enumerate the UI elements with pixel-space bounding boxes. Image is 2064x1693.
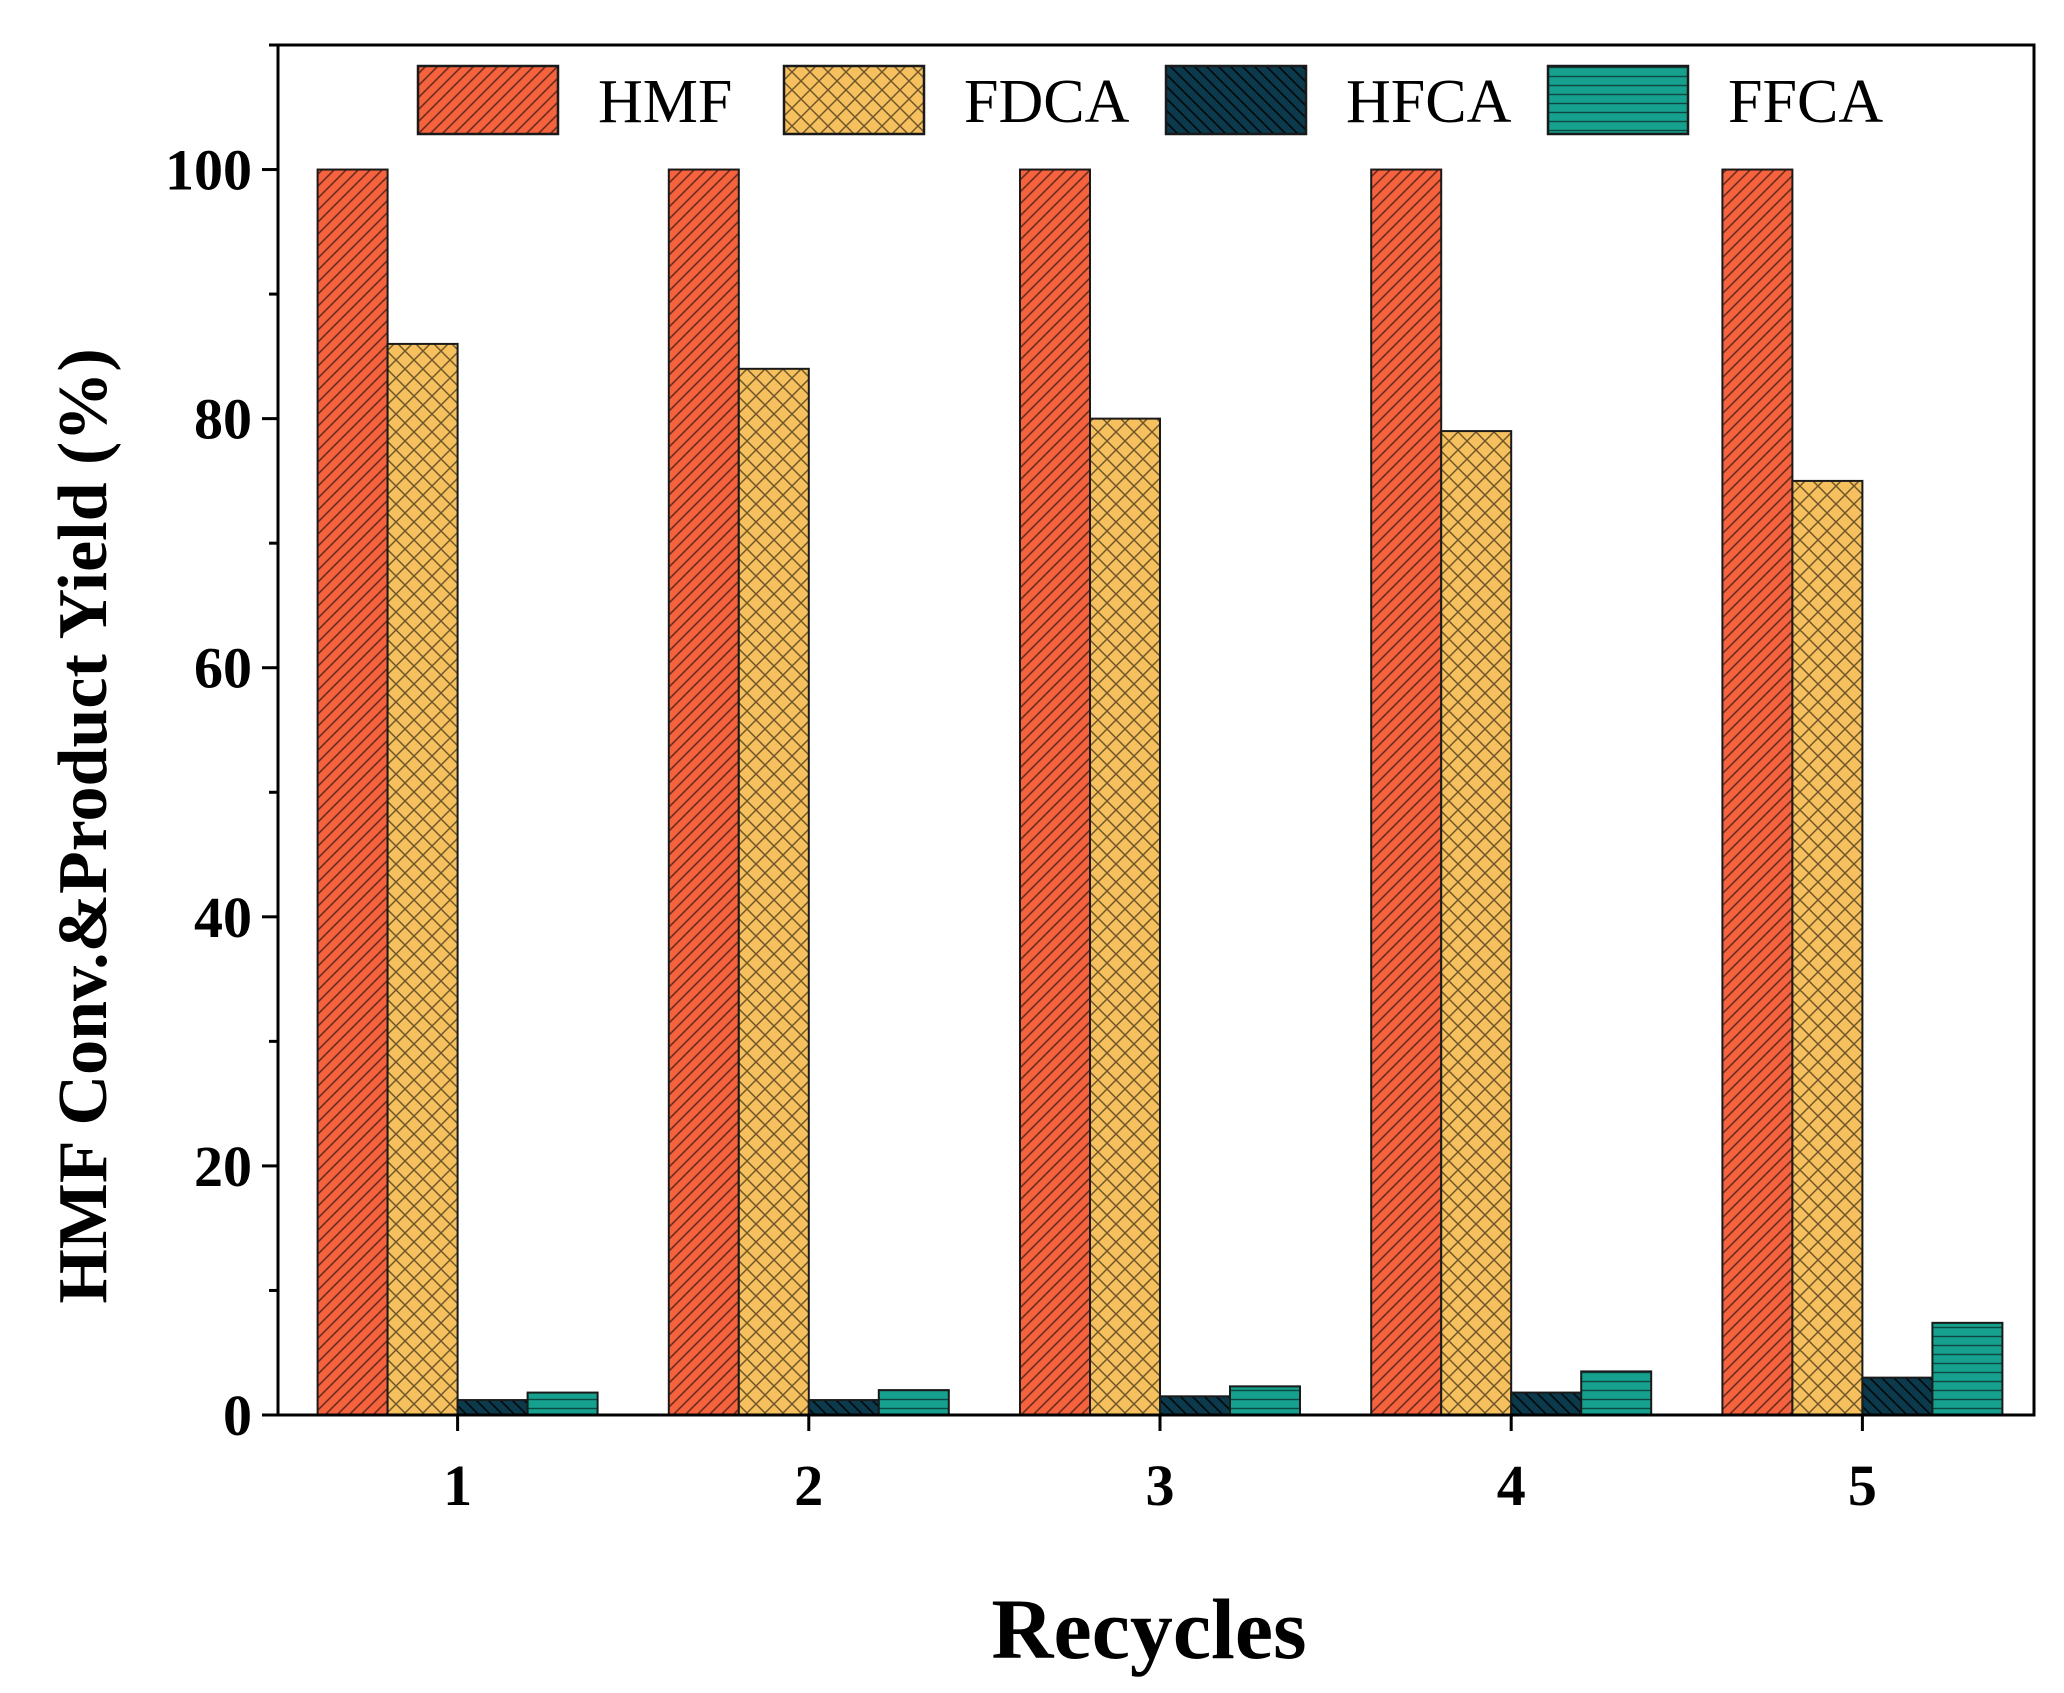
legend-label: HMF (598, 68, 732, 136)
x-tick-label: 5 (1848, 1453, 1877, 1518)
y-tick-label: 60 (194, 636, 252, 701)
bar-fdca-recycle-4 (1440, 430, 1513, 1417)
bar-hfca-recycle-2 (807, 1399, 880, 1417)
bar-hmf-recycle-2 (667, 168, 740, 1417)
legend-item-hmf: HMF (416, 64, 732, 136)
bar-hmf-recycle-3 (1019, 168, 1091, 1417)
y-tick-label: 40 (194, 885, 252, 950)
bar-fdca-recycle-3 (1089, 417, 1161, 1416)
bar-fdca-recycle-1 (386, 342, 459, 1417)
legend-item-hfca: HFCA (1164, 64, 1512, 136)
bar-ffca-recycle-5 (1931, 1321, 2004, 1416)
bar-fdca-recycle-2 (737, 367, 810, 1416)
y-tick-label: 80 (194, 387, 252, 452)
legend: HMF FDCA HFCA FFCA (416, 64, 1883, 136)
legend-swatch (1546, 64, 1690, 136)
legend-item-ffca: FFCA (1546, 64, 1883, 136)
bar-fdca-recycle-5 (1791, 479, 1864, 1416)
legend-label: FDCA (964, 68, 1130, 136)
legend-swatch (1164, 64, 1308, 136)
legend-label: HFCA (1346, 68, 1512, 136)
x-tick-label: 2 (794, 1453, 823, 1518)
legend-swatch (416, 64, 560, 136)
bar-ffca-recycle-2 (877, 1389, 950, 1417)
bar-hmf-recycle-5 (1721, 168, 1794, 1417)
bars-layer (316, 168, 2004, 1417)
bar-ffca-recycle-4 (1580, 1370, 1653, 1416)
legend-item-fdca: FDCA (782, 64, 1130, 136)
bar-hfca-recycle-5 (1861, 1376, 1934, 1416)
y-tick-label: 100 (165, 138, 252, 203)
axes-layer: 0 20 40 60 80 100 1 2 3 4 5 (165, 43, 2036, 1518)
x-axis-title: Recycles (991, 1581, 1306, 1677)
bar-ffca-recycle-1 (526, 1391, 599, 1416)
bar-hfca-recycle-1 (456, 1399, 529, 1417)
bar-ffca-recycle-3 (1229, 1385, 1301, 1416)
x-tick-label: 3 (1146, 1453, 1175, 1518)
bar-hmf-recycle-4 (1370, 168, 1443, 1417)
bar-hfca-recycle-3 (1159, 1395, 1231, 1417)
bar-hmf-recycle-1 (316, 168, 389, 1417)
y-tick-label: 20 (194, 1134, 252, 1199)
legend-label: FFCA (1728, 68, 1883, 136)
bar-hfca-recycle-4 (1510, 1391, 1583, 1416)
x-tick-label: 4 (1497, 1453, 1526, 1518)
y-tick-label: 0 (223, 1383, 252, 1448)
legend-swatch (782, 64, 926, 136)
x-tick-label: 1 (443, 1453, 472, 1518)
plot-frame (276, 43, 2036, 1417)
y-axis-title: HMF Conv.&Product Yield (%) (45, 348, 122, 1303)
